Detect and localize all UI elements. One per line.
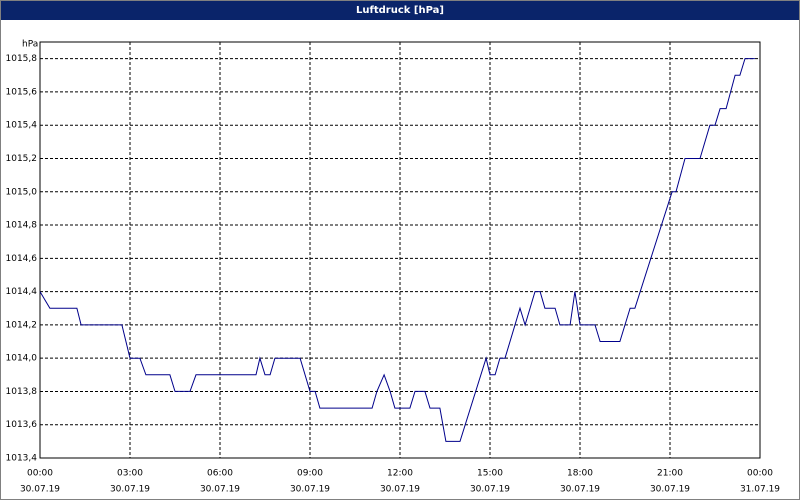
x-tick-date: 30.07.19 — [290, 485, 330, 495]
y-tick-label: 1014,2 — [6, 320, 38, 330]
y-tick-label: 1013,6 — [6, 420, 38, 430]
x-tick-date: 30.07.19 — [200, 485, 240, 495]
x-tick-label: 15:00 — [477, 469, 503, 479]
x-tick-date: 30.07.19 — [20, 485, 60, 495]
y-tick-label: 1015,0 — [6, 187, 38, 197]
x-tick-label: 00:00 — [747, 469, 773, 479]
x-tick-label: 09:00 — [297, 469, 323, 479]
data-line — [39, 58, 755, 442]
x-tick-label: 03:00 — [117, 469, 143, 479]
y-tick-label: 1014,0 — [6, 354, 38, 364]
title-bar — [1, 1, 799, 20]
x-tick-label: 21:00 — [657, 469, 683, 479]
x-tick-date: 30.07.19 — [470, 485, 510, 495]
x-tick-date: 30.07.19 — [110, 485, 150, 495]
plot-frame — [39, 41, 761, 459]
y-tick-label: 1015,4 — [6, 121, 38, 131]
y-tick-label: 1014,4 — [6, 287, 38, 297]
y-tick-label: 1015,8 — [6, 54, 38, 64]
x-tick-date: 31.07.19 — [740, 485, 780, 495]
x-tick-date: 30.07.19 — [560, 485, 600, 495]
x-tick-date: 30.07.19 — [650, 485, 690, 495]
y-tick-label: 1015,6 — [6, 87, 38, 97]
y-tick-label: 1013,4 — [6, 454, 38, 464]
y-unit: hPa — [22, 40, 38, 50]
y-tick-label: 1013,8 — [6, 387, 38, 397]
y-tick-label: 1014,6 — [6, 254, 38, 264]
x-tick-label: 06:00 — [207, 469, 233, 479]
y-tick-label: 1015,2 — [6, 154, 38, 164]
x-tick-label: 00:00 — [27, 469, 53, 479]
x-tick-label: 12:00 — [387, 469, 413, 479]
x-tick-label: 18:00 — [567, 469, 593, 479]
y-tick-label: 1014,8 — [6, 221, 38, 231]
x-tick-date: 30.07.19 — [380, 485, 420, 495]
chart-title: Luftdruck [hPa] — [356, 5, 444, 16]
